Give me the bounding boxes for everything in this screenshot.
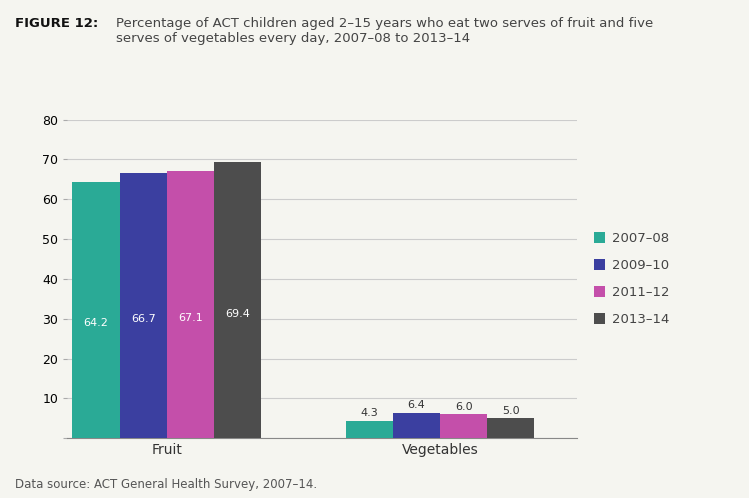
Text: 66.7: 66.7 bbox=[131, 314, 156, 324]
Text: 67.1: 67.1 bbox=[178, 313, 203, 323]
Text: Percentage of ACT children aged 2–15 years who eat two serves of fruit and five
: Percentage of ACT children aged 2–15 yea… bbox=[116, 17, 653, 45]
Bar bbox=[73, 182, 120, 438]
Bar bbox=[488, 418, 535, 438]
Text: 5.0: 5.0 bbox=[502, 405, 520, 415]
Bar bbox=[440, 414, 488, 438]
Text: 69.4: 69.4 bbox=[225, 309, 250, 319]
Text: Data source: ACT General Health Survey, 2007–14.: Data source: ACT General Health Survey, … bbox=[15, 478, 317, 491]
Legend: 2007–08, 2009–10, 2011–12, 2013–14: 2007–08, 2009–10, 2011–12, 2013–14 bbox=[593, 232, 670, 326]
Text: 6.4: 6.4 bbox=[407, 400, 425, 410]
Bar bbox=[167, 171, 214, 438]
Bar bbox=[214, 162, 261, 438]
Bar bbox=[346, 421, 393, 438]
Text: 4.3: 4.3 bbox=[360, 408, 378, 418]
Bar bbox=[393, 413, 440, 438]
Text: 6.0: 6.0 bbox=[455, 401, 473, 411]
Text: 64.2: 64.2 bbox=[84, 318, 109, 328]
Bar bbox=[120, 172, 167, 438]
Text: FIGURE 12:: FIGURE 12: bbox=[15, 17, 98, 30]
